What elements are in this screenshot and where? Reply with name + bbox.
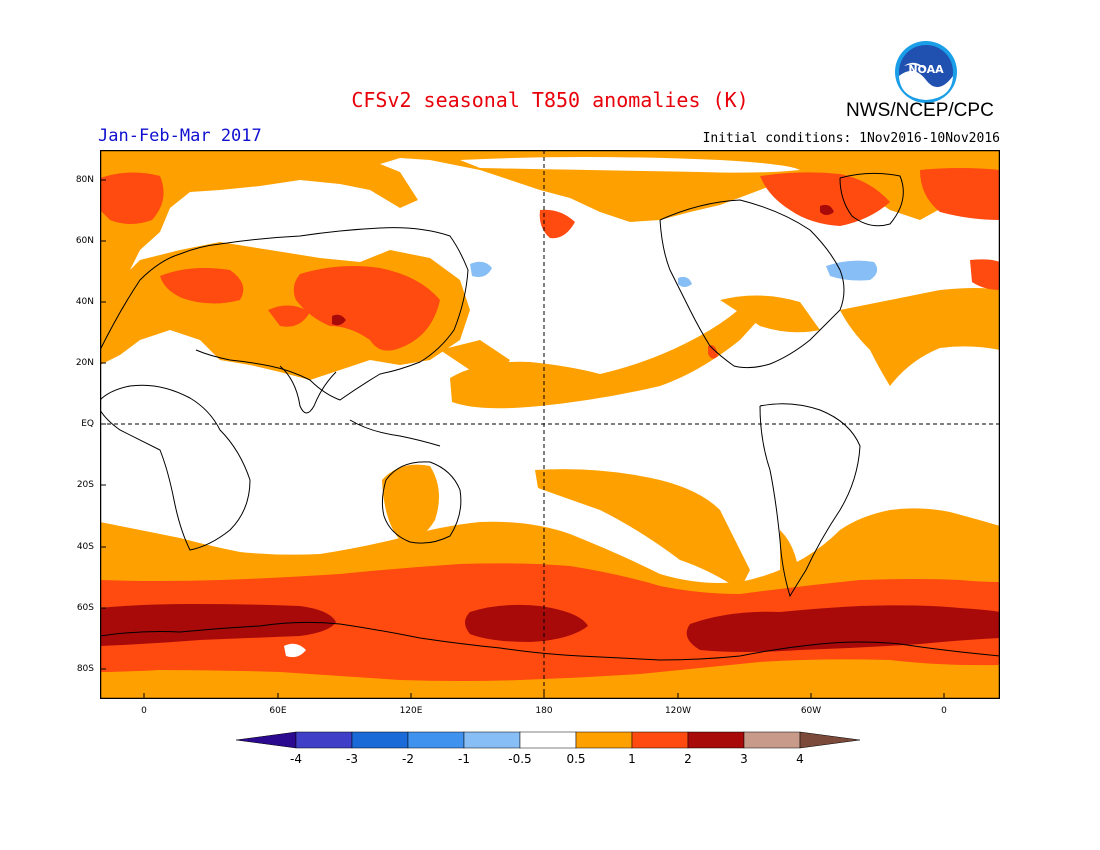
lon-label-0: 0 bbox=[141, 706, 147, 716]
lon-label-60w: 60W bbox=[800, 706, 822, 716]
lat-label-40n: 40N bbox=[75, 297, 94, 307]
initial-conditions: Initial conditions: 1Nov2016-10Nov2016 bbox=[702, 131, 1000, 146]
coast-indonesia bbox=[349, 419, 441, 447]
anomaly-2-3 bbox=[100, 204, 1000, 652]
coastlines bbox=[100, 172, 1000, 661]
colorbar-label: -4 bbox=[290, 752, 302, 766]
lat-label-20s: 20S bbox=[76, 480, 94, 490]
coast-north-america bbox=[659, 199, 845, 369]
colorbar-label: -0.5 bbox=[508, 752, 532, 766]
colorbar-bin-4 bbox=[463, 731, 521, 749]
colorbar-label: 2 bbox=[684, 752, 692, 766]
lat-label-20n: 20N bbox=[75, 358, 94, 368]
coast-australia bbox=[381, 461, 462, 544]
agency-label: NWS/NCEP/CPC bbox=[846, 100, 994, 121]
coast-eurasia bbox=[100, 227, 469, 401]
svg-text:NOAA: NOAA bbox=[908, 63, 944, 76]
lat-label-80s: 80S bbox=[76, 664, 94, 674]
coast-india bbox=[279, 365, 337, 414]
map-title: CFSv2 seasonal T850 anomalies (K) bbox=[351, 88, 749, 112]
coast-greenland bbox=[839, 172, 904, 227]
colorbar-label: -2 bbox=[402, 752, 414, 766]
coast-africa bbox=[100, 384, 251, 551]
colorbar-bin-9 bbox=[743, 731, 801, 749]
colorbar-arrow-left bbox=[236, 731, 297, 749]
colorbar-label: 1 bbox=[628, 752, 636, 766]
lon-label-120e: 120E bbox=[399, 706, 423, 716]
colorbar-bin-8 bbox=[687, 731, 745, 749]
colorbar-label: -3 bbox=[346, 752, 358, 766]
anomaly-map bbox=[100, 150, 1000, 699]
anomaly-neg bbox=[470, 260, 878, 287]
colorbar-bin-5 bbox=[519, 731, 577, 749]
lat-label-eq: EQ bbox=[81, 419, 94, 429]
lat-label-40s: 40S bbox=[76, 542, 94, 552]
lat-label-60s: 60S bbox=[76, 603, 94, 613]
colorbar-label: 4 bbox=[796, 752, 804, 766]
lon-label-0-east: 0 bbox=[941, 706, 947, 716]
lon-label-60e: 60E bbox=[269, 706, 287, 716]
lat-label-80n: 80N bbox=[75, 175, 94, 185]
colorbar-bin-3 bbox=[407, 731, 465, 749]
colorbar bbox=[236, 731, 861, 749]
map-frame bbox=[100, 150, 1000, 699]
lon-label-180: 180 bbox=[535, 706, 553, 716]
lat-label-60n: 60N bbox=[75, 236, 94, 246]
colorbar-label: 0.5 bbox=[566, 752, 586, 766]
noaa-logo: NOAA bbox=[895, 41, 957, 103]
lon-label-120w: 120W bbox=[664, 706, 692, 716]
colorbar-label: -1 bbox=[458, 752, 470, 766]
coast-antarctica bbox=[100, 621, 1000, 661]
colorbar-bin-2 bbox=[351, 731, 409, 749]
colorbar-bin-6 bbox=[575, 731, 633, 749]
colorbar-bin-7 bbox=[631, 731, 689, 749]
colorbar-arrow-right bbox=[799, 731, 861, 749]
anomaly-neutral-patches bbox=[284, 157, 800, 658]
colorbar-bin-1 bbox=[295, 731, 353, 749]
forecast-period: Jan-Feb-Mar 2017 bbox=[98, 126, 262, 146]
coast-south-america bbox=[759, 403, 861, 598]
colorbar-label: 3 bbox=[740, 752, 748, 766]
